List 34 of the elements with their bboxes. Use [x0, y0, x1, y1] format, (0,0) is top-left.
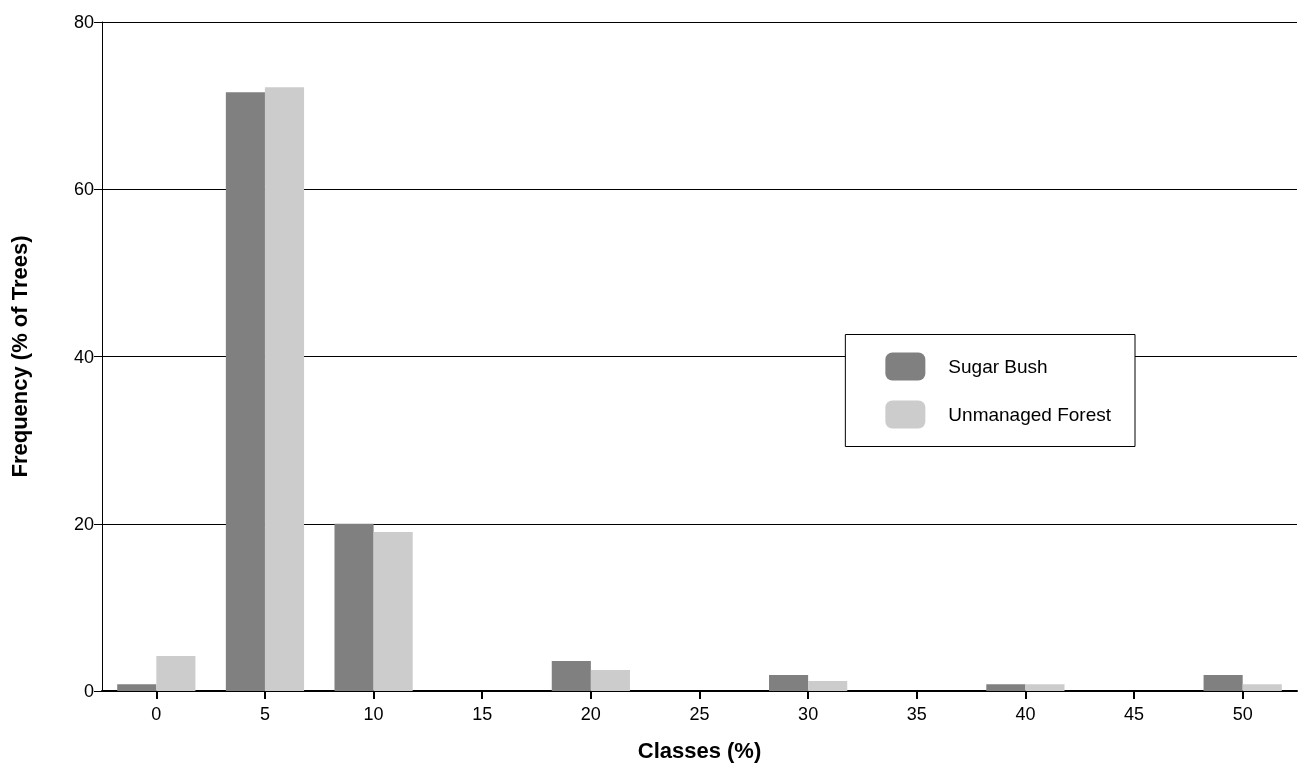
bar [769, 675, 809, 691]
x-tick-label: 40 [1015, 704, 1036, 724]
x-tick-label: 35 [906, 704, 927, 724]
bar [117, 684, 157, 691]
bar [590, 670, 630, 691]
bar [1203, 675, 1243, 691]
y-axis-title: Frequency (% of Trees) [6, 235, 32, 478]
x-tick-label: 0 [151, 704, 162, 724]
y-tick-label: 80 [73, 12, 94, 32]
bar [1242, 684, 1282, 691]
y-tick-label: 60 [73, 179, 94, 200]
x-tick-label: 5 [259, 704, 270, 724]
bar [334, 523, 374, 691]
bar [1025, 684, 1065, 691]
x-tick-label: 25 [689, 704, 710, 724]
bar [225, 92, 265, 691]
bar [551, 660, 591, 691]
bar [156, 655, 196, 691]
y-tick-label: 0 [83, 681, 94, 701]
x-axis-title: Classes (%) [637, 737, 762, 763]
bar [808, 680, 848, 691]
x-tick-label: 30 [798, 704, 819, 724]
legend-label: Unmanaged Forest [948, 404, 1112, 425]
x-tick-label: 10 [363, 704, 384, 724]
bar [373, 532, 413, 691]
x-tick-label: 50 [1232, 704, 1253, 724]
x-tick-label: 15 [472, 704, 493, 724]
y-tick-label: 40 [73, 346, 94, 367]
bar [986, 684, 1026, 691]
legend-label: Sugar Bush [948, 356, 1048, 377]
x-tick-label: 20 [580, 704, 601, 724]
y-tick-label: 20 [73, 513, 94, 534]
x-tick-label: 45 [1124, 704, 1145, 724]
bar [264, 87, 305, 691]
